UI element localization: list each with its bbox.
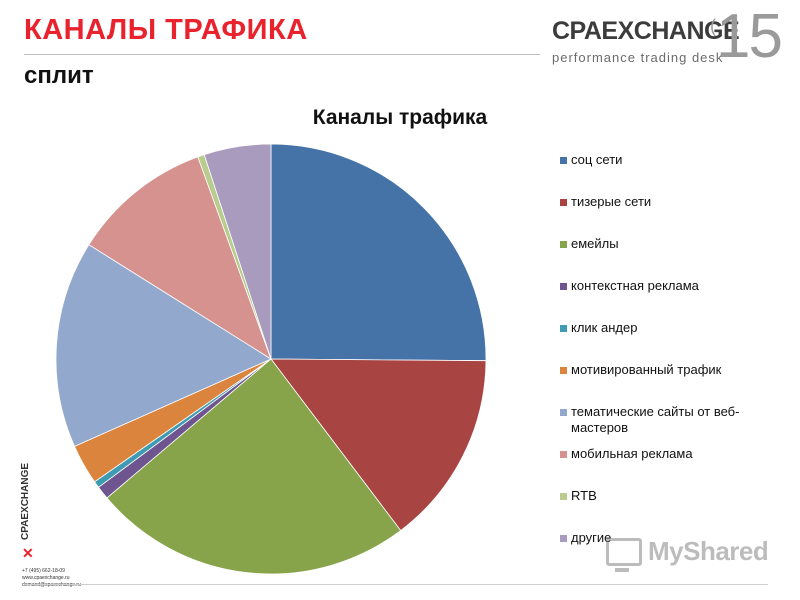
brand-x-icon: ✕ [22, 545, 34, 561]
brand-tagline: performance trading desk [552, 50, 724, 65]
contact-site: www.cpaexchange.ru [22, 575, 70, 581]
legend-swatch-7 [560, 451, 567, 458]
legend-label-5: мотивированный трафик [571, 362, 722, 377]
brand-name: CPAEXCHANGE [552, 17, 740, 45]
legend-swatch-4 [560, 325, 567, 332]
slide-subtitle: сплит [24, 62, 94, 89]
legend-swatch-6 [560, 409, 567, 416]
legend-item-9: другие [560, 530, 760, 546]
legend-item-8: RTB [560, 488, 760, 504]
contact-block: +7 (495) 662-18-09 www.cpaexchange.ru de… [22, 568, 81, 589]
legend-swatch-2 [560, 241, 567, 248]
legend-item-7: мобильная реклама [560, 446, 760, 462]
presentation-icon [606, 537, 642, 572]
pie-slice-9 [203, 143, 272, 360]
contact-email: demand@cpaexchange.ru [22, 582, 81, 588]
legend-item-5: мотивированный трафик [560, 362, 760, 378]
legend-label-2: емейлы [571, 236, 619, 251]
sidebar-brand: CPAEXCHANGE [20, 462, 31, 540]
legend-swatch-9 [560, 535, 567, 542]
brand-logo: CPAEXCHANGE performance trading desk [552, 17, 740, 65]
legend-label-3: контекстная реклама [571, 278, 699, 293]
pie-slice-2 [106, 358, 402, 575]
pie-slice-7 [88, 156, 272, 360]
pie-slice-6 [55, 244, 272, 447]
pie-slice-1 [270, 358, 487, 532]
title-divider [24, 54, 540, 55]
legend-label-4: клик андер [571, 320, 638, 335]
legend-item-0: соц сети [560, 152, 760, 168]
legend-label-0: соц сети [571, 152, 623, 167]
brand-year: 15 [716, 2, 783, 71]
watermark: MyShared [606, 536, 769, 572]
legend-swatch-8 [560, 493, 567, 500]
watermark-text: MyShared [648, 536, 769, 566]
pie-slice-0 [270, 143, 487, 362]
legend-item-1: тизерые сети [560, 194, 760, 210]
legend-label-1: тизерые сети [571, 194, 652, 209]
chart-title: Каналы трафика [312, 106, 488, 129]
slide-title: КАНАЛЫ ТРАФИКА [24, 14, 308, 46]
legend-label-9: другие [571, 530, 612, 545]
legend-label-6: тематические сайты от веб-мастеров [571, 404, 740, 435]
legend-swatch-1 [560, 199, 567, 206]
legend-item-2: емейлы [560, 236, 760, 252]
legend-swatch-3 [560, 283, 567, 290]
legend-item-3: контекстная реклама [560, 278, 760, 294]
legend-label-7: мобильная реклама [571, 446, 693, 461]
legend-swatch-5 [560, 367, 567, 374]
legend-item-4: клик андер [560, 320, 760, 336]
legend-label-8: RTB [571, 488, 597, 503]
footer-divider [24, 584, 768, 585]
legend-swatch-0 [560, 157, 567, 164]
brand-year-tick: ( [710, 16, 716, 36]
contact-phone: +7 (495) 662-18-09 [22, 568, 65, 574]
legend-item-6: тематические сайты от веб-мастеров [560, 404, 760, 436]
